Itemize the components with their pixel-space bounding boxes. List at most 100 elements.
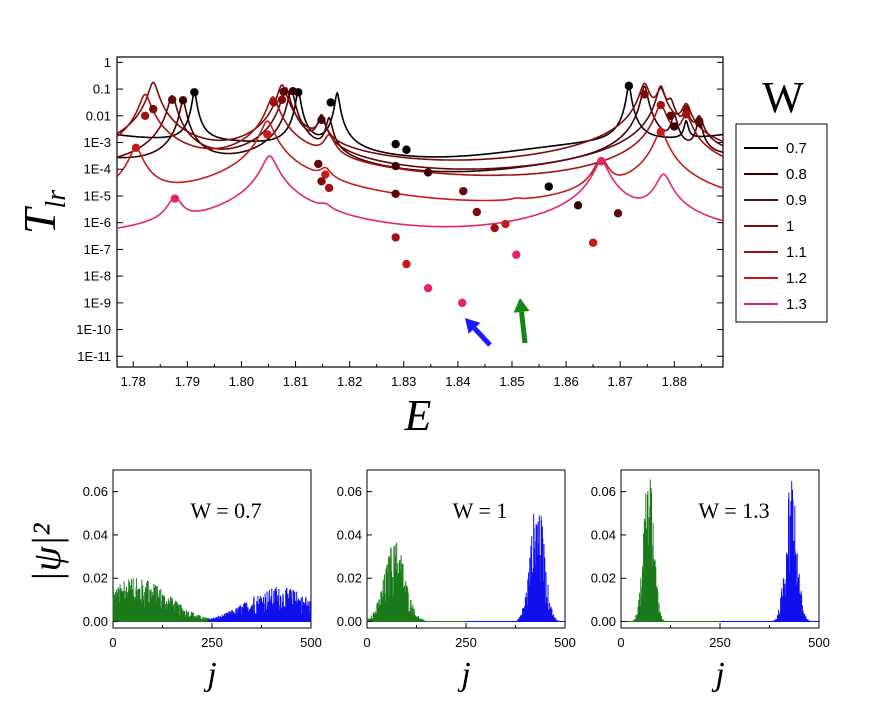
- inset-y-tick-label: 0.00: [83, 614, 108, 629]
- x-tick-label: 1.88: [662, 374, 687, 389]
- series-marker-1-3: [597, 157, 606, 166]
- series-marker-1-3: [512, 250, 521, 259]
- series-marker-1-1: [140, 111, 150, 120]
- series-marker-1-3: [170, 194, 180, 203]
- series-marker-1: [640, 90, 649, 99]
- series-line-1-1: [116, 93, 724, 177]
- series-marker-0-8: [573, 201, 583, 210]
- series-marker-0-9: [613, 209, 623, 218]
- inset-y-tick-label: 0.06: [83, 484, 108, 499]
- inset-x-tick-label: 250: [455, 635, 477, 650]
- x-tick-label: 1.79: [175, 374, 200, 389]
- series-marker-0-9: [666, 111, 675, 120]
- series-marker-0-9: [314, 159, 323, 169]
- legend-label: 1.3: [786, 296, 807, 313]
- series-marker-0-8: [178, 96, 188, 105]
- y-tick-label: 0.01: [86, 108, 111, 123]
- main-plot-frame: [116, 56, 724, 368]
- inset-x-axis-title: j: [457, 656, 470, 693]
- legend-items: 0.7 0.8 0.9 1 1.1 1.2 1.3: [744, 140, 807, 313]
- inset-panel-2: 0 250 500 0.00 0.02 0.04 0.06 W = 1 j: [337, 469, 576, 693]
- series-marker-0-8: [423, 168, 433, 177]
- main-arrows: [465, 298, 530, 347]
- inset-y-axis-title-text: |ψ|²: [24, 523, 69, 583]
- series-marker-0-8: [317, 115, 326, 125]
- legend-label: 0.7: [786, 140, 807, 157]
- inset-series-left-state: [112, 578, 213, 622]
- inset-y-tick-label: 0.00: [591, 614, 616, 629]
- inset-series-right-state: [207, 587, 312, 622]
- legend-label: 0.8: [786, 166, 807, 183]
- y-tick-label: 1E-3: [84, 135, 111, 150]
- y-tick-label: 1E-6: [84, 215, 111, 230]
- y-axis-title-sub: lr: [41, 190, 72, 209]
- inset-series-right-state: [466, 514, 565, 622]
- green-arrow-head: [513, 298, 530, 313]
- series-marker-1: [149, 104, 158, 114]
- inset-y-tick-label: 0.02: [337, 571, 362, 586]
- x-tick-label: 1.86: [553, 374, 578, 389]
- legend-box: [735, 123, 828, 323]
- x-tick-label: 1.87: [608, 374, 633, 389]
- main-y-ticks: 1 0.1 0.01 1E-3 1E-4 1E-5 1E-6 1E-7 1E-8 1E-9 1E-1…: [76, 55, 723, 364]
- inset-x-tick-label: 250: [201, 635, 223, 650]
- series-marker-1-2: [321, 170, 330, 179]
- series-marker-0-9: [459, 186, 468, 196]
- series-marker-0-8: [391, 161, 400, 171]
- x-tick-label: 1.78: [121, 374, 146, 389]
- y-axis-title: Tlr: [14, 190, 72, 234]
- series-marker-1: [277, 95, 287, 104]
- x-tick-label: 1.83: [391, 374, 416, 389]
- series-marker-1-1: [391, 233, 400, 242]
- y-tick-label: 0.1: [93, 82, 111, 97]
- series-marker-0-7: [402, 145, 411, 154]
- y-tick-label: 1E-5: [84, 188, 111, 203]
- series-marker-1-2: [656, 127, 665, 137]
- series-marker-0-7: [326, 98, 335, 107]
- y-axis-title-main: T: [14, 205, 65, 234]
- main-x-ticks: 1.78 1.79 1.80 1.81 1.82 1.83 1.84 1.85 1.86 1.87…: [121, 361, 702, 389]
- inset-x-tick-label: 0: [617, 635, 624, 650]
- inset-panel-label: W = 0.7: [190, 498, 261, 523]
- inset-x-axis-title: j: [203, 656, 216, 693]
- legend-label: 0.9: [786, 192, 807, 209]
- series-marker-1-1: [269, 98, 279, 107]
- series-line-1-3: [116, 155, 724, 229]
- series-marker-1-2: [588, 238, 598, 247]
- series-line-1-2: [116, 120, 724, 202]
- series-marker-1-2: [263, 130, 272, 139]
- inset-x-tick-label: 500: [300, 635, 322, 650]
- inset-series-left-state: [366, 542, 466, 622]
- inset-y-tick-label: 0.02: [83, 571, 108, 586]
- main-series-markers: [131, 81, 704, 308]
- inset-x-tick-label: 0: [363, 635, 370, 650]
- series-marker-1-1: [324, 183, 334, 193]
- blue-arrow-head: [465, 318, 481, 334]
- x-tick-label: 1.82: [337, 374, 362, 389]
- legend-label: 1: [786, 218, 794, 235]
- series-line-0-7: [116, 84, 724, 158]
- inset-y-tick-label: 0.04: [591, 527, 616, 542]
- inset-y-axis-title: |ψ|²: [24, 523, 69, 583]
- inset-panel-label: W = 1: [453, 498, 508, 523]
- series-marker-0-8: [670, 122, 679, 131]
- series-marker-0-7: [391, 139, 400, 149]
- wavefunction-panels: 0 250 500 0.00 0.02 0.04 0.06 W = 0.7 j 0 250 500 0.…: [83, 469, 830, 693]
- series-marker-0-9: [694, 116, 704, 126]
- series-marker-1-3: [458, 298, 467, 308]
- inset-y-tick-label: 0.02: [591, 571, 616, 586]
- y-tick-label: 1E-10: [76, 322, 111, 337]
- inset-series-left-state: [621, 479, 720, 622]
- inset-panel-1: 0 250 500 0.00 0.02 0.04 0.06 W = 0.7 j: [83, 469, 322, 693]
- series-marker-1-2: [501, 219, 510, 229]
- series-marker-0-9: [391, 189, 400, 199]
- x-tick-label: 1.81: [283, 374, 308, 389]
- inset-y-tick-label: 0.06: [337, 484, 362, 499]
- inset-x-tick-label: 0: [109, 635, 116, 650]
- y-tick-label: 1E-7: [84, 242, 111, 257]
- x-tick-label: 1.84: [445, 374, 470, 389]
- series-marker-0-8: [288, 87, 298, 96]
- legend-title: W: [762, 73, 804, 122]
- series-marker-0-7: [624, 81, 634, 91]
